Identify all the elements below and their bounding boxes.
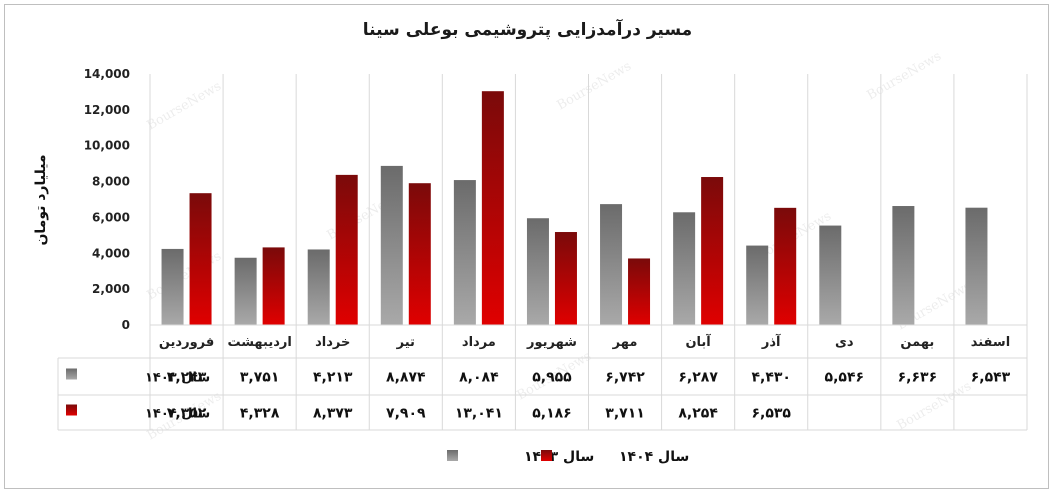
watermark-text: BourseNews [895,379,975,434]
watermark-text: BourseNews [865,49,945,104]
bar-1404 [189,193,212,325]
bar-1403 [307,249,330,325]
category-label: تیر [396,335,415,350]
table-value: ۸,۸۷۴ [386,370,426,386]
category-label: اردیبهشت [227,335,291,350]
bar-1404 [628,258,651,325]
table-value: ۷,۳۵۲ [167,406,207,422]
category-label: خرداد [315,335,350,350]
category-label: دی [835,335,854,350]
bar-1403 [161,248,184,325]
bar-1403 [453,180,476,325]
table-value: ۱۳,۰۴۱ [455,406,503,422]
table-value: ۶,۷۴۲ [605,370,645,386]
table-row-label: سال ۱۴۰۳ [145,371,210,386]
bar-1403 [673,212,696,325]
category-label: آبان [685,333,711,350]
legend-label-1403: سال ۱۴۰۳ [524,449,594,465]
category-label: اسفند [971,335,1010,350]
bar-1403 [234,257,257,325]
table-value: ۴,۳۲۸ [240,406,280,422]
table-value: ۶,۲۸۷ [678,370,718,386]
legend-key-1404 [541,450,552,461]
table-value: ۴,۴۳۰ [751,370,791,386]
chart-title: مسیر درآمدزایی پتروشیمی بوعلی سینا [362,20,693,40]
y-tick-label: 10,000 [84,139,130,153]
table-value: ۶,۶۳۶ [898,370,938,386]
watermark-text: BourseNews [555,59,635,114]
table-value: ۶,۵۴۳ [971,370,1011,386]
table-value: ۳,۷۵۱ [240,370,280,386]
y-tick-label: 14,000 [84,67,130,81]
table-value: ۸,۲۵۴ [678,406,718,422]
table-value: ۵,۹۵۵ [532,370,572,386]
y-tick-label: 4,000 [92,246,130,260]
bar-1404 [554,232,577,325]
bar-1404 [481,91,504,325]
legend-key-1403 [447,450,458,461]
chart-frame [4,4,1049,489]
watermark-text: BourseNews [145,79,225,134]
bar-1403 [819,225,842,325]
y-axis-label: میلیارد تومان [33,154,49,245]
y-tick-label: 6,000 [92,210,130,224]
table-value: ۵,۵۴۶ [825,370,865,386]
bar-1404 [408,183,431,325]
table-row-legend-key [66,368,77,380]
y-tick-label: 2,000 [92,282,130,296]
watermark-text: BourseNews [145,249,225,304]
bar-1404 [262,247,285,325]
bar-1403 [380,165,403,325]
category-label: بهمن [900,335,934,350]
y-tick-label: 12,000 [84,103,130,117]
table-value: ۸,۳۷۳ [313,406,353,422]
table-value: ۸,۰۸۴ [459,370,499,386]
category-label: شهریور [526,335,577,350]
bar-1403 [746,245,769,325]
bar-1404 [335,174,358,325]
table-value: ۶,۵۳۵ [751,406,791,422]
bar-1403 [965,207,988,325]
category-label: مرداد [462,335,496,350]
bar-1403 [600,204,623,325]
bar-1404 [774,207,797,325]
category-label: مهر [612,335,638,350]
table-value: ۴,۲۱۳ [313,370,353,386]
table-value: ۷,۹۰۹ [386,406,426,422]
table-value: ۳,۷۱۱ [605,406,645,422]
bar-1403 [892,206,915,325]
bar-1404 [701,177,724,325]
table-value: ۵,۱۸۶ [532,406,572,422]
table-value: ۴,۲۴۳ [167,370,207,386]
table-row-legend-key [66,404,77,416]
category-label: فروردین [159,335,214,350]
legend-label-1404: سال ۱۴۰۴ [619,449,689,465]
category-label: آذر [761,333,781,350]
y-tick-label: 8,000 [92,175,130,189]
table-row-label: سال ۱۴۰۴ [145,407,210,422]
y-tick-label: 0 [122,318,130,332]
bar-1403 [526,218,549,325]
